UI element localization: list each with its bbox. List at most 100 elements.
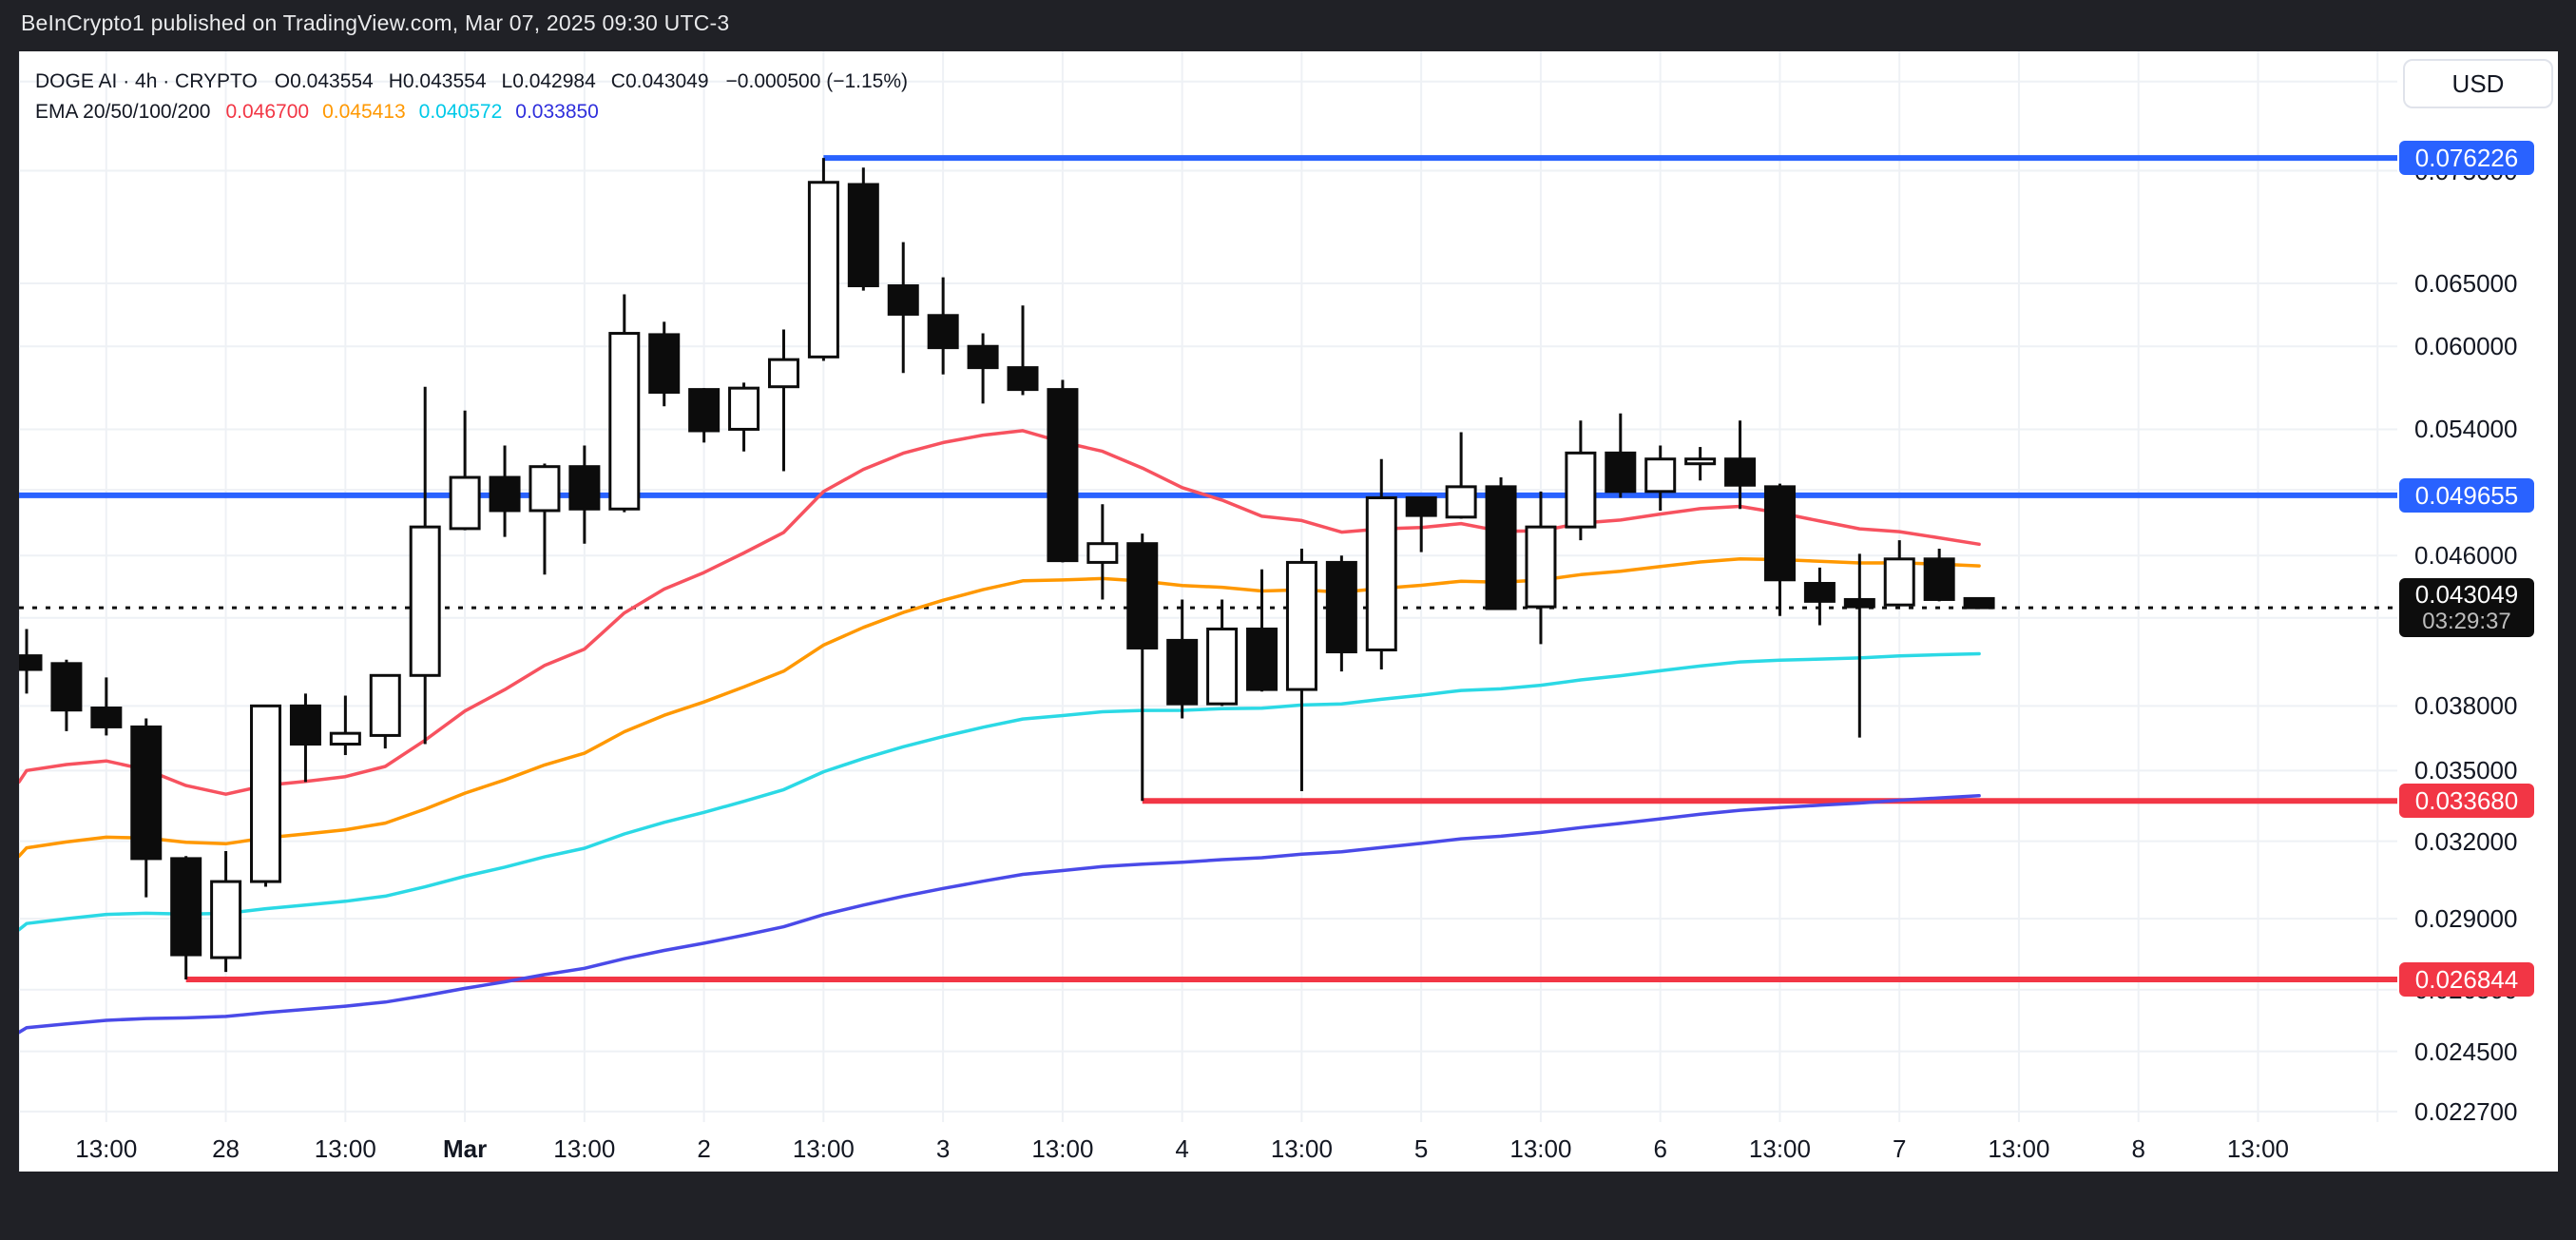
candle[interactable] xyxy=(1126,533,1159,802)
candle-body xyxy=(1285,560,1317,691)
candle[interactable] xyxy=(1843,553,1875,738)
candle[interactable] xyxy=(449,410,481,531)
candle[interactable] xyxy=(489,445,521,537)
candle-body xyxy=(1724,457,1757,487)
candle-body xyxy=(608,332,641,511)
candle[interactable] xyxy=(1565,420,1597,541)
candle[interactable] xyxy=(807,158,839,361)
candle[interactable] xyxy=(1166,599,1199,719)
candle[interactable] xyxy=(329,695,361,756)
candle-body xyxy=(1763,485,1796,582)
candle[interactable] xyxy=(927,277,959,375)
candle[interactable] xyxy=(608,294,641,513)
candle-body xyxy=(409,525,441,677)
candle[interactable] xyxy=(1605,413,1637,498)
candle-body xyxy=(1843,597,1875,609)
candle[interactable] xyxy=(369,673,401,749)
ema-line-200[interactable] xyxy=(19,794,1981,1035)
candle-body xyxy=(449,475,481,531)
candle[interactable] xyxy=(1684,447,1717,481)
price-tick-label: 0.054000 xyxy=(2414,415,2518,444)
chart-legend: DOGE AI · 4h · CRYPTO O0.043554 H0.043554… xyxy=(35,67,908,127)
candle[interactable] xyxy=(50,659,83,731)
candle[interactable] xyxy=(1445,432,1477,519)
candle-body xyxy=(1644,457,1677,494)
candle[interactable] xyxy=(1644,445,1677,511)
candle[interactable] xyxy=(1525,491,1557,645)
candle[interactable] xyxy=(688,388,721,443)
candle[interactable] xyxy=(1246,569,1278,692)
ohlc-text: C xyxy=(610,70,625,92)
candle[interactable] xyxy=(1365,458,1397,670)
change-value: −0.000500 (−1.15%) xyxy=(725,70,909,92)
currency-toggle-button[interactable]: USD xyxy=(2403,59,2553,108)
time-tick-label: 28 xyxy=(212,1134,240,1163)
ema-line-100[interactable] xyxy=(19,651,1981,932)
candle[interactable] xyxy=(1086,504,1119,600)
ohlc-text: 0.043554 xyxy=(402,70,487,92)
time-tick-label: 6 xyxy=(1653,1134,1667,1163)
candle[interactable] xyxy=(250,704,282,887)
price-tick-label: 0.046000 xyxy=(2414,541,2518,571)
candle[interactable] xyxy=(1325,555,1357,672)
candle[interactable] xyxy=(1923,549,1955,602)
candle[interactable] xyxy=(887,242,919,374)
candle-body xyxy=(1206,627,1239,706)
candle-body xyxy=(967,344,999,370)
candle-body xyxy=(250,704,282,883)
candle[interactable] xyxy=(1206,599,1239,707)
candle-body xyxy=(289,704,321,746)
ohlc-item: L0.042984 xyxy=(502,70,596,92)
candle-body xyxy=(1684,457,1717,466)
page-title: BeInCrypto1 published on TradingView.com… xyxy=(21,10,730,35)
candle[interactable] xyxy=(847,167,879,291)
ohlc-text: O xyxy=(274,70,291,92)
time-tick-label: 7 xyxy=(1892,1134,1907,1163)
time-tick-label: 3 xyxy=(935,1134,951,1163)
candle[interactable] xyxy=(967,333,999,404)
ohlc-item: H0.043554 xyxy=(389,70,487,92)
candle[interactable] xyxy=(1883,540,1915,607)
price-tick-label: 0.038000 xyxy=(2414,691,2518,721)
ema-value: 0.045413 xyxy=(322,101,406,123)
candle[interactable] xyxy=(1285,549,1317,791)
candle[interactable] xyxy=(1405,495,1437,552)
candle[interactable] xyxy=(210,851,242,973)
candle-body xyxy=(1126,542,1159,649)
candle[interactable] xyxy=(12,629,43,694)
candle-body xyxy=(1007,366,1039,392)
candle[interactable] xyxy=(648,321,681,407)
candle[interactable] xyxy=(568,445,601,544)
ohlc-item: C0.043049 xyxy=(611,70,709,92)
symbol-title[interactable]: DOGE AI · 4h · CRYPTO xyxy=(35,70,258,92)
ema-line-20[interactable] xyxy=(19,429,1981,796)
price-tick-label: 0.035000 xyxy=(2414,756,2518,785)
candle-body xyxy=(688,388,721,433)
candle[interactable] xyxy=(409,386,441,745)
candle-body xyxy=(50,662,83,712)
ohlc-text: 0.043554 xyxy=(290,70,374,92)
candle[interactable] xyxy=(1047,379,1079,563)
candle[interactable] xyxy=(90,677,123,736)
candle[interactable] xyxy=(1007,305,1039,396)
ema-line-50[interactable] xyxy=(19,556,1981,859)
candle-body xyxy=(1047,388,1079,563)
candle[interactable] xyxy=(1763,483,1796,616)
candle[interactable] xyxy=(1724,420,1757,510)
last-price-badge: 0.043049 03:29:37 xyxy=(2399,578,2534,638)
time-tick-label: 2 xyxy=(697,1134,711,1163)
candle[interactable] xyxy=(1963,596,1995,610)
candle[interactable] xyxy=(289,693,321,783)
candle[interactable] xyxy=(728,382,760,452)
candle[interactable] xyxy=(1803,567,1836,626)
candle[interactable] xyxy=(767,329,799,472)
candle[interactable] xyxy=(170,856,202,980)
candle[interactable] xyxy=(130,718,163,898)
candle-body xyxy=(887,284,919,316)
candle-body xyxy=(529,465,561,513)
ema-indicator-label[interactable]: EMA 20/50/100/200 xyxy=(35,101,211,123)
candle[interactable] xyxy=(1485,477,1517,610)
candle[interactable] xyxy=(529,463,561,575)
